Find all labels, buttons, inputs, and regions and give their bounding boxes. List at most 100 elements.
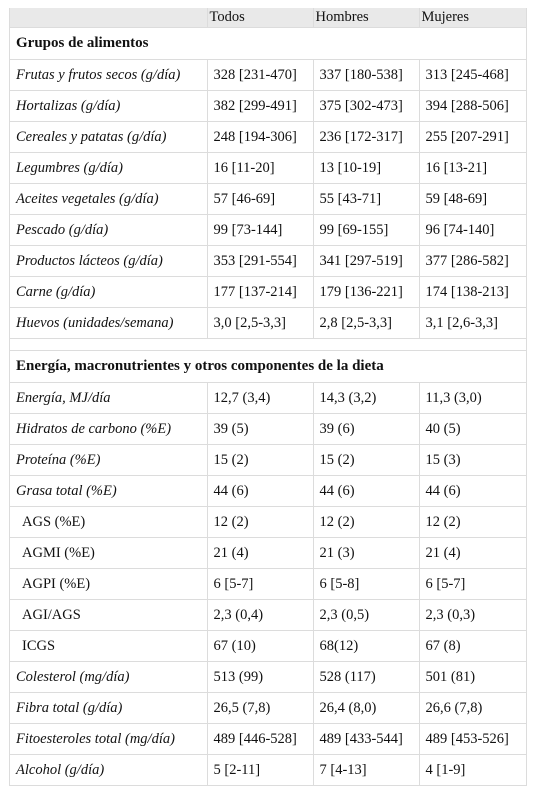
cell-hombres: 7 [4-13]	[313, 754, 420, 786]
row-label: Productos lácteos (g/día)	[10, 245, 208, 277]
table-row: Aceites vegetales (g/día) 57 [46-69] 55 [4…	[10, 183, 526, 215]
table-row: Alcohol (g/día) 5 [2-11] 7 [4-13] 4 [1-9]	[10, 754, 526, 786]
row-label: Alcohol (g/día)	[10, 754, 208, 786]
table-header-row: Todos Hombres Mujeres	[10, 8, 526, 28]
section-title: Grupos de alimentos	[10, 27, 526, 60]
table-row: Legumbres (g/día) 16 [11-20] 13 [10-19] 16 …	[10, 152, 526, 184]
row-label: Energía, MJ/día	[10, 382, 208, 414]
cell-mujeres: 96 [74-140]	[419, 214, 526, 246]
nutrition-table-container: Todos Hombres Mujeres Grupos de alimento…	[9, 8, 527, 786]
cell-hombres: 12 (2)	[313, 506, 420, 538]
row-label: AGS (%E)	[10, 506, 208, 538]
table-row: Fibra total (g/día) 26,5 (7,8) 26,4 (8,0) 2…	[10, 692, 526, 724]
cell-mujeres: 26,6 (7,8)	[419, 692, 526, 724]
table-row: Carne (g/día) 177 [137-214] 179 [136-221] 1…	[10, 276, 526, 308]
cell-mujeres: 489 [453-526]	[419, 723, 526, 755]
cell-mujeres: 313 [245-468]	[419, 59, 526, 91]
row-label: AGMI (%E)	[10, 537, 208, 569]
cell-mujeres: 394 [288-506]	[419, 90, 526, 122]
cell-hombres: 68(12)	[313, 630, 420, 662]
cell-todos: 6 [5-7]	[207, 568, 314, 600]
cell-todos: 12 (2)	[207, 506, 314, 538]
row-label: Fitoesteroles total (mg/día)	[10, 723, 208, 755]
table-row: AGI/AGS 2,3 (0,4) 2,3 (0,5) 2,3 (0,3)	[10, 599, 526, 631]
row-label: AGPI (%E)	[10, 568, 208, 600]
cell-todos: 15 (2)	[207, 444, 314, 476]
cell-hombres: 6 [5-8]	[313, 568, 420, 600]
cell-hombres: 99 [69-155]	[313, 214, 420, 246]
cell-todos: 5 [2-11]	[207, 754, 314, 786]
cell-todos: 44 (6)	[207, 475, 314, 507]
cell-todos: 21 (4)	[207, 537, 314, 569]
cell-mujeres: 501 (81)	[419, 661, 526, 693]
table-row: AGS (%E) 12 (2) 12 (2) 12 (2)	[10, 506, 526, 538]
cell-mujeres: 3,1 [2,6-3,3]	[419, 307, 526, 339]
table-row: Grasa total (%E) 44 (6) 44 (6) 44 (6)	[10, 475, 526, 507]
cell-todos: 12,7 (3,4)	[207, 382, 314, 414]
cell-mujeres: 59 [48-69]	[419, 183, 526, 215]
header-cell-hombres: Hombres	[313, 8, 420, 28]
table-row: AGMI (%E) 21 (4) 21 (3) 21 (4)	[10, 537, 526, 569]
cell-todos: 57 [46-69]	[207, 183, 314, 215]
cell-hombres: 55 [43-71]	[313, 183, 420, 215]
row-label: Huevos (unidades/semana)	[10, 307, 208, 339]
spacer-cell	[10, 338, 526, 351]
cell-hombres: 528 (117)	[313, 661, 420, 693]
nutrition-table: Todos Hombres Mujeres Grupos de alimento…	[10, 8, 526, 786]
cell-hombres: 26,4 (8,0)	[313, 692, 420, 724]
table-row: Hidratos de carbono (%E) 39 (5) 39 (6) 40 (…	[10, 413, 526, 445]
row-label: Colesterol (mg/día)	[10, 661, 208, 693]
cell-todos: 3,0 [2,5-3,3]	[207, 307, 314, 339]
cell-hombres: 489 [433-544]	[313, 723, 420, 755]
table-row: ICGS 67 (10) 68(12) 67 (8)	[10, 630, 526, 662]
row-label: Carne (g/día)	[10, 276, 208, 308]
row-label: Cereales y patatas (g/día)	[10, 121, 208, 153]
cell-todos: 177 [137-214]	[207, 276, 314, 308]
cell-hombres: 341 [297-519]	[313, 245, 420, 277]
cell-mujeres: 174 [138-213]	[419, 276, 526, 308]
table-row: Productos lácteos (g/día) 353 [291-554] 34…	[10, 245, 526, 277]
cell-todos: 2,3 (0,4)	[207, 599, 314, 631]
table-row: Huevos (unidades/semana) 3,0 [2,5-3,3] 2,8…	[10, 307, 526, 339]
cell-mujeres: 377 [286-582]	[419, 245, 526, 277]
table-row: Pescado (g/día) 99 [73-144] 99 [69-155] 96 …	[10, 214, 526, 246]
cell-todos: 16 [11-20]	[207, 152, 314, 184]
cell-mujeres: 2,3 (0,3)	[419, 599, 526, 631]
row-label: Hidratos de carbono (%E)	[10, 413, 208, 445]
cell-todos: 39 (5)	[207, 413, 314, 445]
cell-hombres: 21 (3)	[313, 537, 420, 569]
cell-todos: 489 [446-528]	[207, 723, 314, 755]
cell-mujeres: 6 [5-7]	[419, 568, 526, 600]
cell-mujeres: 16 [13-21]	[419, 152, 526, 184]
cell-todos: 26,5 (7,8)	[207, 692, 314, 724]
section-spacer	[10, 338, 526, 351]
cell-todos: 67 (10)	[207, 630, 314, 662]
cell-hombres: 14,3 (3,2)	[313, 382, 420, 414]
cell-mujeres: 67 (8)	[419, 630, 526, 662]
row-label: Fibra total (g/día)	[10, 692, 208, 724]
cell-mujeres: 44 (6)	[419, 475, 526, 507]
cell-hombres: 236 [172-317]	[313, 121, 420, 153]
cell-todos: 382 [299-491]	[207, 90, 314, 122]
row-label: Legumbres (g/día)	[10, 152, 208, 184]
cell-hombres: 44 (6)	[313, 475, 420, 507]
row-label: AGI/AGS	[10, 599, 208, 631]
cell-mujeres: 11,3 (3,0)	[419, 382, 526, 414]
cell-hombres: 2,8 [2,5-3,3]	[313, 307, 420, 339]
cell-todos: 513 (99)	[207, 661, 314, 693]
cell-mujeres: 255 [207-291]	[419, 121, 526, 153]
header-cell-mujeres: Mujeres	[419, 8, 526, 28]
cell-mujeres: 40 (5)	[419, 413, 526, 445]
cell-hombres: 337 [180-538]	[313, 59, 420, 91]
section-header-row: Energía, macronutrientes y otros compone…	[10, 350, 526, 383]
cell-todos: 328 [231-470]	[207, 59, 314, 91]
cell-hombres: 39 (6)	[313, 413, 420, 445]
row-label: Grasa total (%E)	[10, 475, 208, 507]
row-label: Frutas y frutos secos (g/día)	[10, 59, 208, 91]
table-row: Hortalizas (g/día) 382 [299-491] 375 [302-…	[10, 90, 526, 122]
table-row: Proteína (%E) 15 (2) 15 (2) 15 (3)	[10, 444, 526, 476]
row-label: Aceites vegetales (g/día)	[10, 183, 208, 215]
cell-hombres: 2,3 (0,5)	[313, 599, 420, 631]
cell-mujeres: 15 (3)	[419, 444, 526, 476]
cell-hombres: 179 [136-221]	[313, 276, 420, 308]
